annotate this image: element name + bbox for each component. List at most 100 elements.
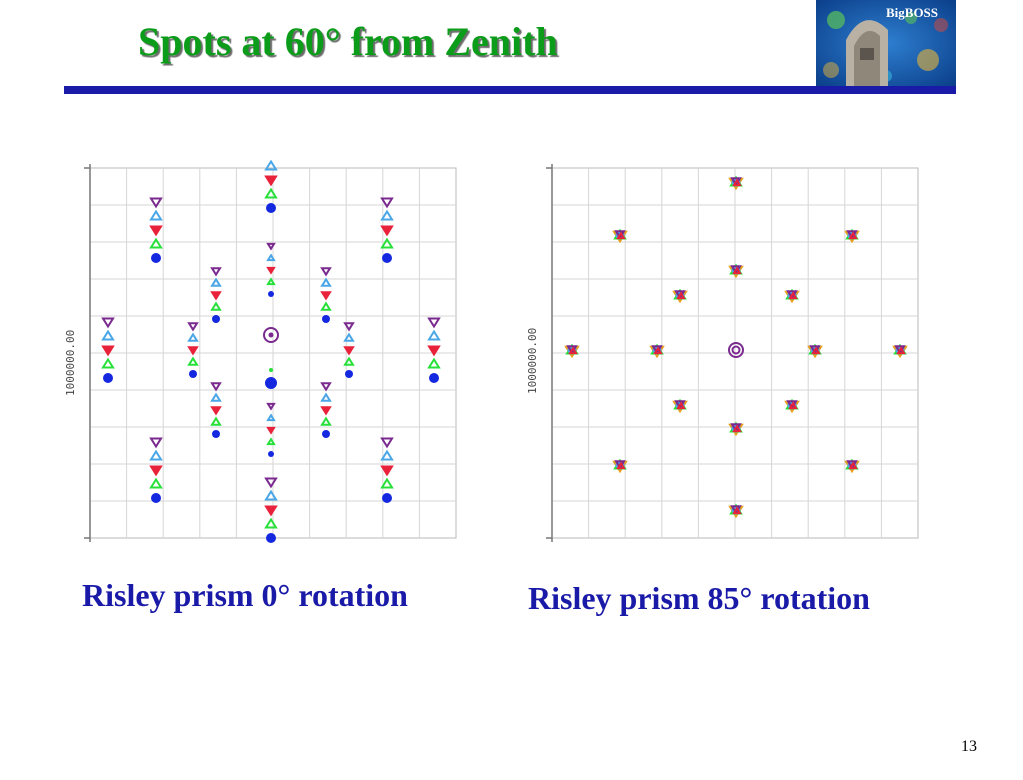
title-underline — [64, 86, 956, 94]
spot-mark — [149, 449, 163, 461]
spot-mark — [210, 301, 222, 311]
spot-mark — [268, 332, 274, 338]
spot-mark — [264, 517, 278, 529]
spot-mark — [732, 424, 742, 433]
spot-mark — [187, 356, 199, 366]
spot-mark — [266, 266, 276, 275]
spot-mark — [187, 346, 199, 356]
spot-mark — [101, 345, 115, 357]
spot-mark — [811, 346, 821, 355]
spot-mark — [212, 315, 220, 323]
spot-mark — [848, 231, 858, 240]
spot-mark — [380, 225, 394, 237]
spot-mark — [151, 253, 161, 263]
spot-mark — [653, 346, 663, 355]
spot-mark — [263, 327, 279, 343]
caption-left: Risley prism 0° rotation — [82, 577, 408, 613]
spot-mark — [212, 430, 220, 438]
spot-mark — [676, 291, 686, 300]
spot-mark — [343, 332, 355, 342]
spot-mark — [264, 505, 278, 517]
spot-mark — [264, 477, 278, 489]
spot-mark — [343, 346, 355, 356]
spot-mark — [101, 329, 115, 341]
spot-mark — [187, 322, 199, 332]
spot-mark — [151, 493, 161, 503]
spot-mark — [210, 406, 222, 416]
spot-mark — [268, 291, 274, 297]
spot-mark — [732, 178, 742, 187]
spot-mark — [210, 382, 222, 392]
spot-mark — [380, 449, 394, 461]
spot-mark — [264, 175, 278, 187]
spot-mark — [268, 451, 274, 457]
spot-mark — [382, 253, 392, 263]
spot-mark — [210, 392, 222, 402]
spot-mark — [728, 342, 744, 358]
spot-mark — [848, 461, 858, 470]
y-axis-label: 1000000.00 — [64, 330, 77, 396]
spot-mark — [616, 231, 626, 240]
spot-mark — [896, 346, 906, 355]
spot-mark — [427, 329, 441, 341]
spot-mark — [320, 267, 332, 277]
spot-mark — [732, 266, 742, 275]
spot-mark — [320, 291, 332, 301]
y-axis-label: 1000000.00 — [526, 328, 539, 394]
spot-mark — [322, 430, 330, 438]
spot-mark — [320, 406, 332, 416]
spot-mark — [788, 291, 798, 300]
spot-mark — [149, 465, 163, 477]
spot-mark — [266, 413, 276, 422]
spot-mark — [380, 237, 394, 249]
spot-mark — [380, 465, 394, 477]
spot-mark — [189, 370, 197, 378]
slide-title: Spots at 60° from Zenith — [138, 19, 558, 64]
spot-mark — [380, 209, 394, 221]
spot-mark — [210, 291, 222, 301]
spot-mark — [269, 368, 273, 372]
spot-mark — [427, 345, 441, 357]
spot-mark — [429, 373, 439, 383]
spot-mark — [266, 203, 276, 213]
spot-mark — [427, 317, 441, 329]
spot-mark — [266, 426, 276, 435]
spot-mark — [265, 377, 277, 389]
spot-mark — [343, 322, 355, 332]
spot-mark — [264, 160, 278, 171]
spot-mark — [427, 357, 441, 369]
spot-mark — [320, 416, 332, 426]
spot-mark — [616, 461, 626, 470]
spot-mark — [320, 392, 332, 402]
spot-mark — [149, 225, 163, 237]
spot-mark — [266, 253, 276, 262]
spot-mark — [676, 401, 686, 410]
spot-mark — [101, 357, 115, 369]
spot-mark — [187, 332, 199, 342]
spot-mark — [320, 301, 332, 311]
spot-mark — [732, 506, 742, 515]
logo-text: BigBOSS — [886, 5, 938, 20]
spot-mark — [320, 382, 332, 392]
spot-diagram-right: 1000000.00 — [522, 160, 922, 550]
spot-mark — [149, 209, 163, 221]
spot-diagram-left: 1000000.00 — [60, 160, 460, 550]
spot-mark — [320, 277, 332, 287]
spot-mark — [210, 416, 222, 426]
spot-mark — [101, 317, 115, 329]
spot-mark — [149, 477, 163, 489]
spot-mark — [266, 242, 276, 251]
spot-mark — [149, 237, 163, 249]
spot-mark — [380, 477, 394, 489]
spot-mark — [788, 401, 798, 410]
spot-mark — [266, 533, 276, 543]
spot-mark — [343, 356, 355, 366]
spot-mark — [149, 437, 163, 449]
spot-mark — [322, 315, 330, 323]
spot-mark — [264, 489, 278, 501]
spot-mark — [345, 370, 353, 378]
spot-mark — [149, 197, 163, 209]
spot-mark — [382, 493, 392, 503]
caption-right: Risley prism 85° rotation — [528, 580, 870, 616]
spot-mark — [731, 345, 741, 355]
